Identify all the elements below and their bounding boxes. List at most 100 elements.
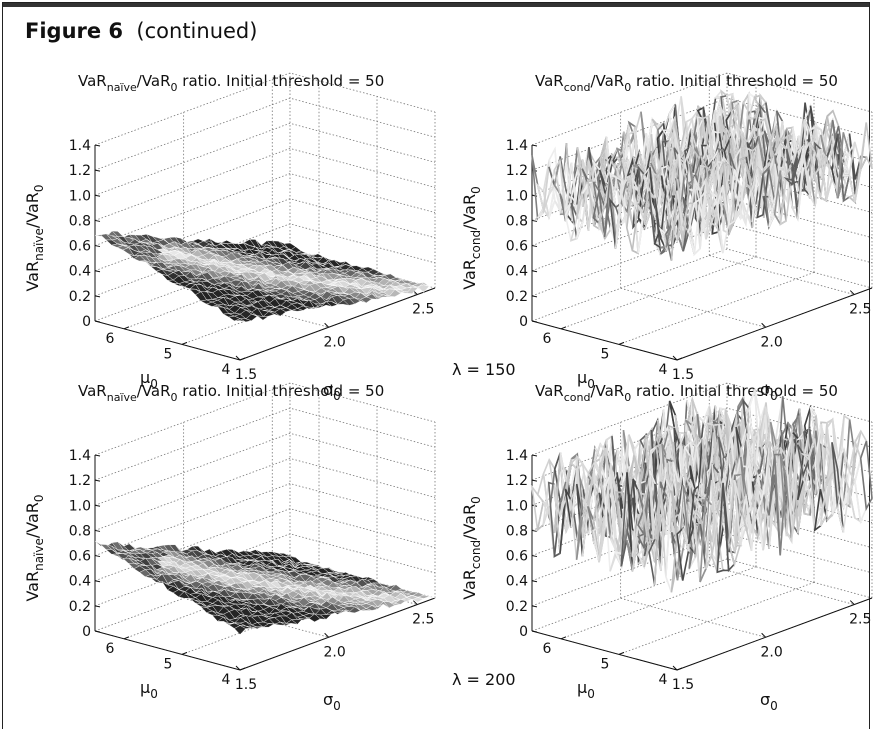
z-tick-label: 1.4 bbox=[69, 448, 91, 464]
z-tick-label: 0.8 bbox=[506, 213, 528, 229]
z-tick-mark bbox=[531, 295, 538, 298]
z-tick-mark bbox=[531, 580, 538, 583]
z-tick-label: 1.2 bbox=[69, 473, 91, 489]
z-tick-mark bbox=[531, 219, 538, 222]
sigma-tick-label: 2.0 bbox=[761, 334, 783, 350]
sigma-tick-label: 2.5 bbox=[849, 302, 871, 318]
z-tick-mark bbox=[531, 454, 538, 457]
surface-chart-4: VaRcond/VaR0 ratio. Initial threshold = … bbox=[452, 382, 873, 713]
z-tick-label: 0 bbox=[519, 314, 528, 330]
chart-title: VaRcond/VaR0 ratio. Initial threshold = … bbox=[535, 382, 838, 404]
z-tick-label: 1.0 bbox=[506, 188, 528, 204]
sigma-tick-label: 2.0 bbox=[324, 644, 346, 660]
z-tick-label: 0.4 bbox=[506, 264, 528, 280]
sigma-tick-label: 1.5 bbox=[235, 677, 257, 693]
sigma-tick-mark bbox=[235, 355, 241, 361]
figure-title: Figure 6 (continued) bbox=[25, 19, 257, 43]
z-tick-label: 1.2 bbox=[506, 473, 528, 489]
mu-tick-label: 4 bbox=[222, 672, 231, 688]
lambda-label: λ = 150 bbox=[452, 360, 516, 379]
z-tick-mark bbox=[94, 605, 101, 608]
mu-tick-mark bbox=[123, 326, 130, 330]
z-tick-label: 0.8 bbox=[69, 213, 91, 229]
surface-chart-2: VaRcond/VaR0 ratio. Initial threshold = … bbox=[452, 72, 873, 403]
z-tick-mark bbox=[94, 245, 101, 248]
z-tick-mark bbox=[94, 219, 101, 222]
surface-chart-3: VaRnaïve/VaR0 ratio. Initial threshold =… bbox=[23, 382, 436, 713]
lambda-label: λ = 200 bbox=[452, 670, 516, 689]
z-tick-label: 0.2 bbox=[69, 289, 91, 305]
figure-header-rule bbox=[3, 3, 869, 7]
z-tick-label: 1.2 bbox=[506, 163, 528, 179]
z-tick-label: 0 bbox=[519, 624, 528, 640]
z-tick-label: 0 bbox=[82, 314, 91, 330]
axis-lines bbox=[94, 455, 436, 671]
z-tick-mark bbox=[94, 144, 101, 147]
sigma-tick-mark bbox=[761, 632, 766, 638]
z-tick-mark bbox=[531, 605, 538, 608]
z-tick-mark bbox=[531, 479, 538, 482]
z-tick-label: 0.4 bbox=[69, 264, 91, 280]
sigma-tick-mark bbox=[324, 632, 329, 638]
mu-tick-mark bbox=[181, 651, 188, 655]
sigma-tick-label: 2.0 bbox=[761, 644, 783, 660]
z-tick-label: 1.4 bbox=[506, 448, 528, 464]
z-axis-label: VaRnaïve/VaR0 bbox=[23, 184, 46, 291]
z-axis-label: VaRnaïve/VaR0 bbox=[23, 494, 46, 601]
mu-tick-label: 5 bbox=[601, 346, 610, 362]
sigma-tick-label: 1.5 bbox=[235, 367, 257, 383]
figure-label: Figure 6 bbox=[25, 19, 124, 43]
z-tick-mark bbox=[94, 194, 101, 197]
mu-axis-label: μ0 bbox=[140, 368, 158, 391]
mu-tick-label: 4 bbox=[659, 672, 668, 688]
z-tick-label: 0.2 bbox=[506, 599, 528, 615]
sigma-tick-mark bbox=[235, 665, 241, 671]
axis-lines bbox=[531, 145, 873, 361]
z-tick-mark bbox=[94, 504, 101, 507]
z-axis-label: VaRcond/VaR0 bbox=[460, 186, 483, 289]
mu-tick-label: 5 bbox=[164, 346, 173, 362]
z-tick-mark bbox=[531, 320, 538, 323]
mu-tick-mark bbox=[560, 326, 567, 330]
mu-axis-label: μ0 bbox=[577, 678, 595, 701]
z-tick-mark bbox=[94, 479, 101, 482]
mu-tick-mark bbox=[239, 667, 246, 671]
sigma-tick-mark bbox=[672, 665, 678, 671]
z-tick-label: 0.6 bbox=[506, 549, 528, 565]
mu-tick-mark bbox=[239, 357, 246, 361]
sigma-tick-mark bbox=[849, 290, 855, 295]
mu-axis-label: μ0 bbox=[140, 678, 158, 701]
z-tick-mark bbox=[94, 580, 101, 583]
z-tick-mark bbox=[94, 630, 101, 633]
z-tick-mark bbox=[94, 270, 101, 273]
mu-tick-label: 5 bbox=[601, 656, 610, 672]
mu-tick-mark bbox=[676, 357, 683, 361]
z-tick-label: 0.6 bbox=[69, 549, 91, 565]
z-tick-mark bbox=[531, 555, 538, 558]
mu-tick-mark bbox=[181, 341, 188, 345]
z-tick-label: 1.0 bbox=[69, 188, 91, 204]
mu-tick-mark bbox=[618, 341, 625, 345]
axis-lines bbox=[531, 455, 873, 671]
z-tick-mark bbox=[94, 555, 101, 558]
z-tick-label: 0.8 bbox=[69, 523, 91, 539]
z-tick-mark bbox=[531, 630, 538, 633]
z-tick-mark bbox=[531, 529, 538, 532]
z-tick-mark bbox=[94, 320, 101, 323]
z-tick-label: 0.4 bbox=[506, 574, 528, 590]
mu-tick-mark bbox=[618, 651, 625, 655]
z-tick-mark bbox=[94, 529, 101, 532]
z-tick-label: 0.6 bbox=[506, 239, 528, 255]
surface-mesh bbox=[530, 387, 873, 593]
figure-continued: (continued) bbox=[136, 19, 258, 43]
surface-mesh bbox=[94, 540, 436, 635]
sigma-tick-label: 2.5 bbox=[412, 302, 434, 318]
z-tick-label: 0.6 bbox=[69, 239, 91, 255]
sigma-tick-mark bbox=[412, 600, 418, 605]
z-tick-mark bbox=[531, 245, 538, 248]
mu-tick-label: 4 bbox=[222, 362, 231, 378]
mu-tick-mark bbox=[123, 636, 130, 640]
z-tick-label: 0.4 bbox=[69, 574, 91, 590]
sigma-tick-label: 2.0 bbox=[324, 334, 346, 350]
